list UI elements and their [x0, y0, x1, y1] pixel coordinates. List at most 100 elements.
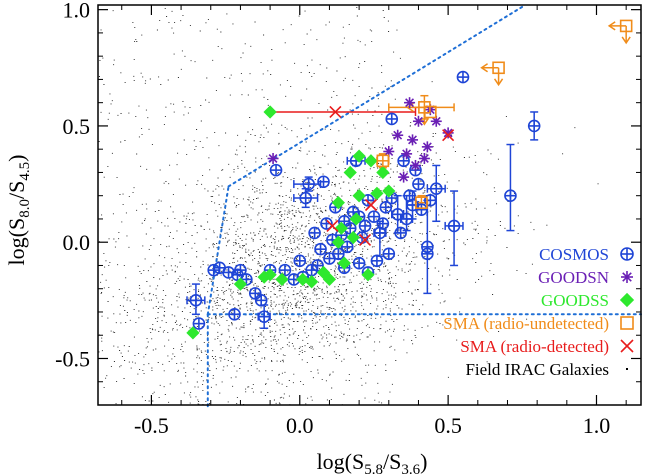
legend-label-0: COSMOS — [539, 245, 609, 264]
point-2-10 — [334, 221, 348, 235]
point-0-16 — [361, 194, 375, 207]
point-2-0 — [263, 105, 277, 119]
point-0-52 — [207, 263, 221, 277]
y-axis-label: log(S8.0/S4.5) — [4, 155, 33, 266]
point-2-15 — [296, 272, 310, 287]
series-goodss — [186, 105, 396, 340]
point-2-14 — [316, 265, 331, 280]
point-1-12 — [267, 152, 279, 164]
point-1-4 — [392, 129, 404, 141]
legend-marker-4 — [620, 339, 634, 353]
point-2-20 — [233, 277, 248, 291]
y-tick-label-2: 0.5 — [63, 114, 91, 139]
series-sma-radio-detected — [326, 105, 455, 246]
y-tick-label-3: 1.0 — [63, 0, 91, 23]
point-0-55 — [231, 268, 244, 282]
point-1-3 — [412, 115, 424, 127]
axis-ticks: -0.5 0.0 0.5 1.0 -0.5 0.0 0.5 1.0 — [55, 0, 641, 438]
point-2-2 — [364, 154, 378, 168]
error-bar-0 — [269, 107, 417, 116]
point-0-37 — [299, 191, 313, 205]
point-2-11 — [346, 230, 360, 245]
point-0-44 — [257, 310, 271, 323]
legend-marker-3 — [620, 316, 634, 330]
legend-entry-4: SMA (radio-detected) — [460, 337, 634, 356]
point-0-14 — [373, 226, 387, 240]
point-1-10 — [442, 127, 454, 139]
point-3-3 — [424, 105, 437, 119]
point-0-61 — [382, 247, 396, 261]
point-0-3 — [447, 219, 461, 233]
point-1-7 — [401, 148, 413, 160]
point-1-11 — [383, 146, 395, 158]
legend-entry-1: GOODSN — [538, 268, 633, 287]
y-tick-label-1: 0.0 — [63, 230, 91, 255]
point-0-57 — [415, 203, 428, 216]
point-0-31 — [317, 175, 330, 189]
series-sma-radio-undetected — [376, 19, 633, 209]
point-2-4 — [376, 165, 390, 180]
point-2-5 — [370, 186, 384, 201]
legend-entry-3: SMA (radio-undetected) — [443, 314, 634, 333]
point-0-11 — [385, 112, 399, 126]
point-2-22 — [322, 272, 337, 287]
point-3-4 — [376, 154, 390, 168]
point-2-1 — [352, 149, 366, 163]
point-1-6 — [421, 141, 433, 153]
point-0-1 — [527, 119, 541, 133]
point-0-45 — [254, 294, 268, 307]
x-tick-label-1: 0.0 — [286, 413, 314, 438]
legend-entry-2: GOODSS — [541, 291, 635, 310]
point-2-7 — [352, 189, 366, 203]
series-goodsn — [267, 97, 454, 183]
point-0-53 — [189, 294, 203, 307]
wedge-line-2 — [206, 185, 230, 316]
point-4-1 — [442, 129, 455, 142]
point-0-2 — [504, 189, 517, 202]
point-1-0 — [404, 97, 416, 109]
point-0-9 — [391, 208, 404, 221]
point-3-0 — [619, 19, 633, 33]
legend-label-1: GOODSN — [538, 268, 609, 287]
point-4-4 — [364, 198, 378, 212]
legend: COSMOS GOODSN GOODSS SMA (radio-undetected)… — [443, 245, 635, 379]
point-2-6 — [382, 184, 396, 198]
legend-entry-5: Field IRAC Galaxies — [465, 360, 628, 379]
point-2-3 — [343, 165, 357, 180]
point-4-0 — [329, 105, 342, 119]
point-0-17 — [358, 219, 372, 233]
point-2-17 — [275, 272, 289, 287]
point-2-19 — [257, 270, 271, 284]
upper-limit-arrow-1 — [480, 63, 504, 87]
point-0-60 — [370, 254, 384, 268]
point-0-32 — [314, 242, 327, 256]
legend-label-3: SMA (radio-undetected) — [443, 314, 609, 333]
legend-entry-0: COSMOS — [539, 245, 634, 264]
legend-marker-5 — [626, 368, 628, 370]
point-0-4 — [429, 182, 443, 196]
point-0-56 — [403, 189, 416, 202]
point-4-2 — [326, 219, 339, 232]
plot-frame — [97, 4, 642, 406]
point-2-16 — [305, 275, 319, 289]
point-2-12 — [331, 235, 345, 249]
x-tick-label-2: 0.5 — [434, 413, 462, 438]
point-0-36 — [302, 177, 315, 191]
point-0-54 — [192, 317, 206, 330]
point-2-8 — [331, 196, 345, 210]
upper-limit-arrow-0 — [607, 21, 631, 45]
legend-label-2: GOODSS — [541, 291, 609, 310]
plot-border — [97, 4, 642, 406]
error-bar-3 — [506, 143, 515, 232]
point-0-15 — [367, 210, 381, 223]
legend-label-5: Field IRAC Galaxies — [465, 360, 609, 379]
agn-wedge-lines — [206, 4, 642, 411]
point-0-46 — [248, 287, 262, 300]
point-1-8 — [418, 152, 430, 164]
series-cosmos — [189, 70, 541, 330]
point-2-13 — [337, 256, 351, 270]
point-2-9 — [349, 212, 363, 226]
point-0-49 — [228, 308, 241, 321]
point-0-29 — [323, 252, 336, 265]
